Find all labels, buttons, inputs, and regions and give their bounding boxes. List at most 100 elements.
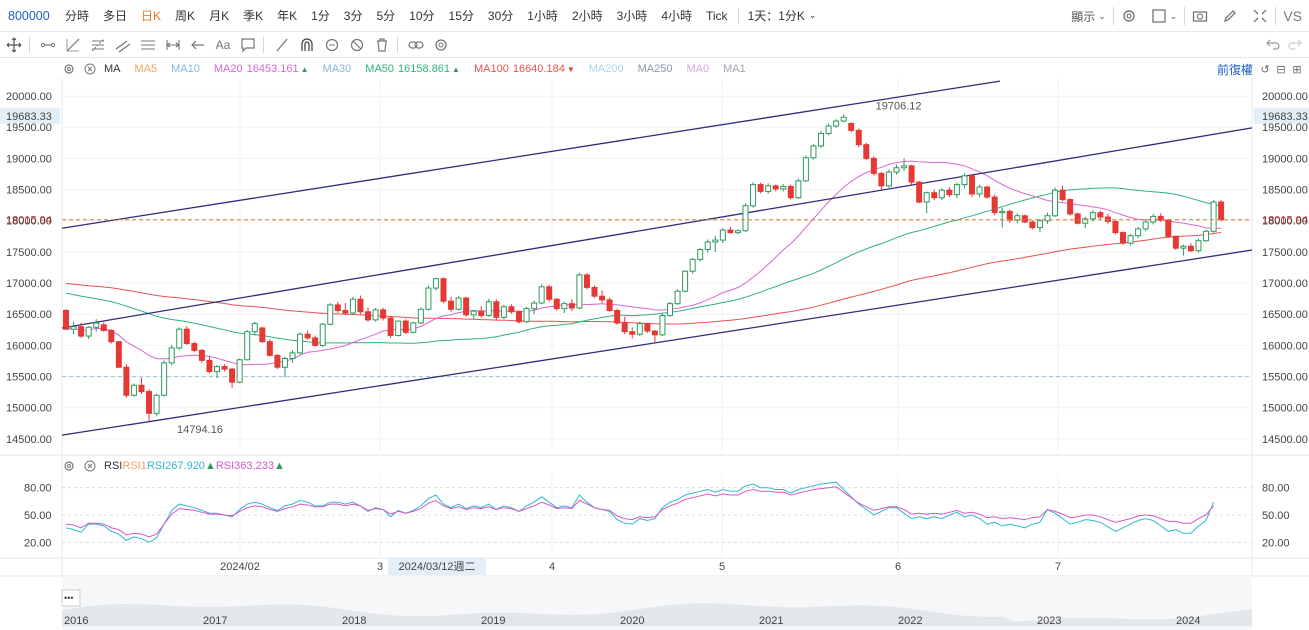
ma30-label[interactable]: MA30 (322, 63, 352, 75)
candle-up (674, 289, 681, 305)
timeframe-item[interactable]: 1分 (311, 9, 330, 23)
timeframe-item[interactable]: 月K (209, 9, 230, 23)
ma100-label[interactable]: MA100 (473, 63, 509, 75)
timeframe-item[interactable]: 周K (175, 9, 196, 23)
candle-down (553, 298, 560, 311)
text-icon[interactable]: Aa (215, 37, 231, 52)
expand-icon[interactable] (1245, 0, 1275, 32)
ma1-label[interactable]: MA1 (723, 63, 746, 75)
candle-down (266, 339, 273, 357)
custom-timeframe-dropdown[interactable]: 1天：1分K ⌄ (742, 0, 823, 31)
timeframe-item[interactable]: 4小時 (661, 9, 692, 23)
rsi3-label[interactable]: RSI3 (215, 460, 241, 472)
legend-close-icon[interactable] (83, 459, 97, 473)
collapse-icon[interactable]: ⊟ (1276, 63, 1286, 76)
candle-body (63, 310, 69, 330)
crosshair-date: 2024/03/12週二 (398, 560, 475, 573)
candle-body (576, 274, 583, 309)
overview-year-label: 2022 (898, 615, 922, 627)
candle-body (1172, 235, 1179, 249)
candle-body (349, 298, 356, 314)
pencil-icon[interactable] (1215, 0, 1245, 32)
candle-body (500, 306, 507, 318)
timeframe-item[interactable]: 5分 (376, 9, 396, 23)
compare-vs-icon[interactable]: VS (1283, 8, 1302, 24)
timeframe-item[interactable]: 3小時 (616, 9, 648, 23)
crosshair-move-icon[interactable] (3, 34, 25, 56)
candle-down (304, 330, 311, 340)
rsi2-label[interactable]: RSI2 (146, 460, 172, 472)
timeframe-item[interactable]: 季K (243, 9, 264, 23)
settings-icon[interactable] (1114, 0, 1144, 32)
y-tick-label-right: 19500.00 (1262, 122, 1308, 134)
y-tick-label-right: 16500.00 (1262, 309, 1308, 321)
candle-body (417, 308, 424, 324)
ma10-label[interactable]: MA10 (171, 63, 200, 75)
channel-icon[interactable] (112, 34, 134, 56)
ma200-label[interactable]: MA200 (588, 63, 624, 75)
timeframe-item[interactable]: 2小時 (571, 9, 603, 23)
candle-body (1135, 228, 1142, 237)
range-measure-icon[interactable] (162, 34, 184, 56)
horizontal-line-icon[interactable] (137, 34, 159, 56)
sync-icon[interactable] (321, 34, 343, 56)
fibonacci-icon[interactable] (87, 34, 109, 56)
timeframe-item[interactable]: 1小時 (527, 9, 558, 23)
legend-settings-icon[interactable] (62, 62, 76, 76)
candle-up (93, 319, 100, 332)
candle-down (448, 296, 455, 312)
timeframe-item[interactable]: 日K (141, 9, 162, 23)
rsi1-label[interactable]: RSI1 (122, 460, 147, 472)
ma0-label[interactable]: MA0 (686, 63, 710, 75)
toolbar-settings-icon[interactable] (430, 34, 452, 56)
camera-icon[interactable] (1185, 0, 1215, 32)
timeframe-item[interactable]: 30分 (487, 9, 514, 23)
note-icon[interactable] (237, 34, 259, 56)
timeframe-item[interactable]: Tick (706, 8, 728, 23)
legend-settings-icon[interactable] (62, 459, 76, 473)
hide-icon[interactable] (346, 34, 368, 56)
ma20-label[interactable]: MA20 (213, 63, 243, 75)
timeframe-item[interactable]: 15分 (448, 9, 474, 23)
candle-body (840, 116, 847, 122)
arrow-icon[interactable] (187, 34, 209, 56)
display-dropdown[interactable]: 顯示 ⌄ (1064, 0, 1113, 32)
candle-up (485, 298, 492, 317)
timeframe-item[interactable]: 分時 (65, 9, 90, 23)
redo-icon[interactable] (1287, 36, 1303, 57)
link-icon[interactable] (405, 34, 427, 56)
candle-body (1052, 189, 1059, 217)
timeframe-item[interactable]: 多日 (103, 9, 128, 23)
timeframe-item[interactable]: 3分 (343, 9, 363, 23)
ma250-label[interactable]: MA250 (637, 63, 673, 75)
candle-up (281, 356, 288, 378)
overview-year-label: 2018 (342, 615, 366, 627)
line-segment-icon[interactable] (37, 34, 59, 56)
ma5-label[interactable]: MA5 (134, 63, 158, 75)
timeframe-item[interactable]: 年K (277, 9, 298, 23)
candle-body (1082, 218, 1089, 224)
brush-icon[interactable] (271, 34, 293, 56)
candle-up (840, 114, 847, 123)
candle-body (1142, 221, 1149, 230)
ma50-label[interactable]: MA50 (365, 63, 395, 75)
candle-up (1014, 213, 1021, 224)
fullscreen-box-icon[interactable]: ⌄ (1144, 0, 1185, 32)
candle-down (1120, 231, 1126, 246)
timeframe-item[interactable]: 10分 (409, 9, 435, 23)
date-label: 7 (1055, 561, 1061, 573)
undo-icon[interactable] (1265, 36, 1281, 57)
magnet-icon[interactable] (296, 34, 318, 56)
candle-body (85, 326, 92, 337)
candle-body (795, 180, 802, 199)
candle-body (833, 120, 840, 127)
price-adjust-toggle[interactable]: 前復權 (1216, 63, 1253, 77)
candle-up (659, 313, 666, 337)
trash-icon[interactable] (371, 34, 393, 56)
reset-icon[interactable]: ↺ (1260, 63, 1270, 76)
legend-close-icon[interactable] (83, 62, 97, 76)
trend-line-icon[interactable] (62, 34, 84, 56)
add-panel-icon[interactable]: ⊞ (1292, 63, 1302, 76)
symbol-code[interactable]: 800000 (8, 8, 50, 23)
